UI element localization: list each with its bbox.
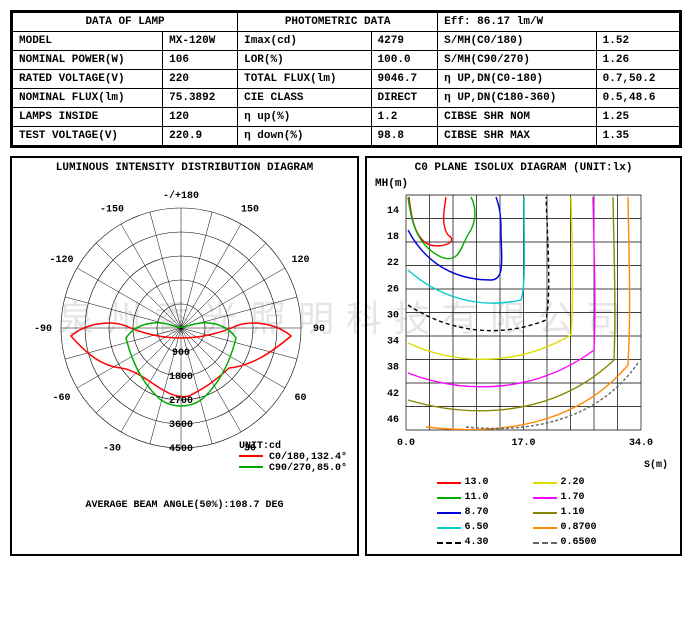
isolux-chart: 14 18 22 26 30 34 38 42 46 0.0 17.0 34.0 xyxy=(371,190,671,460)
table-cell: S/MH(C0/180) xyxy=(438,32,597,51)
svg-text:150: 150 xyxy=(241,204,259,215)
isolux-ylabel: MH(m) xyxy=(375,178,676,190)
header-eff: Eff: 86.17 lm/W xyxy=(438,13,680,32)
table-cell: 1.2 xyxy=(371,108,438,127)
table-cell: 120 xyxy=(163,108,238,127)
table-cell: TEST VOLTAGE(V) xyxy=(13,127,163,146)
legend-item: 1.10 xyxy=(533,507,611,518)
table-cell: 106 xyxy=(163,51,238,70)
table-cell: MX-120W xyxy=(163,32,238,51)
svg-text:-60: -60 xyxy=(52,393,70,404)
legend-item: 1.70 xyxy=(533,492,611,503)
table-cell: η down(%) xyxy=(238,127,371,146)
polar-chart-box: LUMINOUS INTENSITY DISTRIBUTION DIAGRAM … xyxy=(10,156,359,556)
table-cell: 1.26 xyxy=(596,51,679,70)
table-cell: η UP,DN(C180-360) xyxy=(438,89,597,108)
table-cell: 100.0 xyxy=(371,51,438,70)
data-table-box: DATA OF LAMP PHOTOMETRIC DATA Eff: 86.17… xyxy=(10,10,682,148)
isolux-xlabel: S(m) xyxy=(371,460,676,471)
svg-text:-120: -120 xyxy=(49,255,73,266)
svg-text:38: 38 xyxy=(387,363,399,374)
table-cell: CIBSE SHR MAX xyxy=(438,127,597,146)
svg-text:17.0: 17.0 xyxy=(512,438,536,449)
table-cell: 1.35 xyxy=(596,127,679,146)
svg-text:34: 34 xyxy=(387,337,399,348)
table-cell: 220.9 xyxy=(163,127,238,146)
isolux-legend: 13.0 2.20 11.0 1.70 8.70 1.10 6.50 0.8700 4.30 0.… xyxy=(371,475,676,550)
table-cell: Imax(cd) xyxy=(238,32,371,51)
legend-item: 4.30 xyxy=(437,537,515,548)
svg-text:-90: -90 xyxy=(34,324,52,335)
table-cell: CIE CLASS xyxy=(238,89,371,108)
polar-legend: UNIT:cd C0/180,132.4° C90/270,85.0° xyxy=(239,441,347,474)
svg-text:3600: 3600 xyxy=(169,420,193,431)
svg-text:2700: 2700 xyxy=(169,396,193,407)
polar-title: LUMINOUS INTENSITY DISTRIBUTION DIAGRAM xyxy=(16,162,353,174)
svg-text:90: 90 xyxy=(313,324,325,335)
svg-text:120: 120 xyxy=(292,255,310,266)
svg-text:14: 14 xyxy=(387,206,399,217)
table-cell: NOMINAL FLUX(lm) xyxy=(13,89,163,108)
table-cell: S/MH(C90/270) xyxy=(438,51,597,70)
svg-text:-30: -30 xyxy=(103,444,121,455)
table-cell: NOMINAL POWER(W) xyxy=(13,51,163,70)
table-cell: MODEL xyxy=(13,32,163,51)
svg-text:4500: 4500 xyxy=(169,444,193,455)
header-right: PHOTOMETRIC DATA xyxy=(238,13,438,32)
table-cell: CIBSE SHR NOM xyxy=(438,108,597,127)
svg-text:0.0: 0.0 xyxy=(397,438,415,449)
svg-text:22: 22 xyxy=(387,258,399,269)
photometric-table: DATA OF LAMP PHOTOMETRIC DATA Eff: 86.17… xyxy=(12,12,680,146)
svg-text:-/+180: -/+180 xyxy=(163,190,199,202)
charts-row: LUMINOUS INTENSITY DISTRIBUTION DIAGRAM … xyxy=(10,156,682,556)
svg-text:-150: -150 xyxy=(100,204,124,215)
svg-text:60: 60 xyxy=(295,393,307,404)
polar-footer: AVERAGE BEAM ANGLE(50%):108.7 DEG xyxy=(16,500,353,511)
legend-item: 13.0 xyxy=(437,477,515,488)
svg-text:46: 46 xyxy=(387,415,399,426)
svg-text:26: 26 xyxy=(387,284,399,295)
table-cell: 220 xyxy=(163,70,238,89)
svg-text:1800: 1800 xyxy=(169,372,193,383)
table-cell: 98.8 xyxy=(371,127,438,146)
svg-text:42: 42 xyxy=(387,389,399,400)
table-cell: η up(%) xyxy=(238,108,371,127)
table-cell: RATED VOLTAGE(V) xyxy=(13,70,163,89)
header-left: DATA OF LAMP xyxy=(13,13,238,32)
legend-item: 8.70 xyxy=(437,507,515,518)
svg-text:30: 30 xyxy=(387,310,399,321)
table-cell: 75.3892 xyxy=(163,89,238,108)
table-cell: η UP,DN(C0-180) xyxy=(438,70,597,89)
polar-unit: UNIT:cd xyxy=(239,441,347,452)
isolux-title: C0 PLANE ISOLUX DIAGRAM (UNIT:lx) xyxy=(371,162,676,174)
svg-text:34.0: 34.0 xyxy=(629,438,653,449)
table-cell: 1.25 xyxy=(596,108,679,127)
table-cell: DIRECT xyxy=(371,89,438,108)
table-cell: 4279 xyxy=(371,32,438,51)
table-cell: 9046.7 xyxy=(371,70,438,89)
table-cell: 0.7,50.2 xyxy=(596,70,679,89)
table-cell: 1.52 xyxy=(596,32,679,51)
legend-item: 6.50 xyxy=(437,522,515,533)
svg-text:18: 18 xyxy=(387,232,399,243)
table-cell: TOTAL FLUX(lm) xyxy=(238,70,371,89)
legend-item: 11.0 xyxy=(437,492,515,503)
svg-text:900: 900 xyxy=(172,348,190,359)
isolux-chart-box: C0 PLANE ISOLUX DIAGRAM (UNIT:lx) MH(m) … xyxy=(365,156,682,556)
legend-item: 0.8700 xyxy=(533,522,611,533)
table-cell: LAMPS INSIDE xyxy=(13,108,163,127)
legend-item: 0.6500 xyxy=(533,537,611,548)
legend-item: 2.20 xyxy=(533,477,611,488)
table-cell: LOR(%) xyxy=(238,51,371,70)
table-cell: 0.5,48.6 xyxy=(596,89,679,108)
